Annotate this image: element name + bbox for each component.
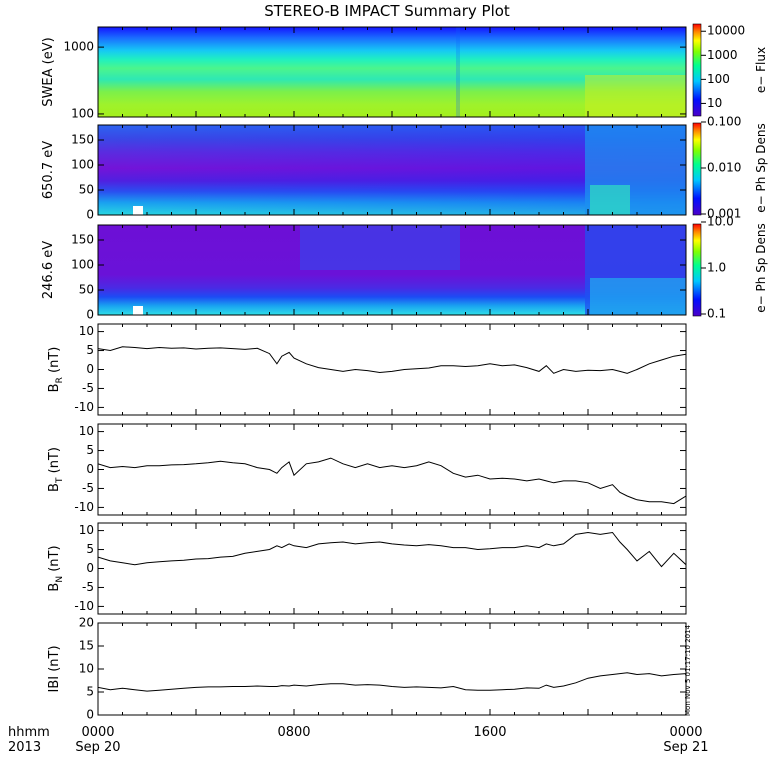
- ylabel-6: IBI (nT): [47, 645, 62, 692]
- ytick-label-3-2: 0: [86, 362, 94, 376]
- date-label-start: Sep 20: [75, 740, 120, 755]
- ytick-label-2-1: 100: [71, 258, 94, 272]
- cbar-label-0-2: 100: [707, 72, 730, 86]
- bn-frame: [97, 522, 687, 615]
- time-tick-label-3: 0000: [669, 725, 702, 740]
- ytick-label-6-0: 20: [79, 616, 94, 630]
- colorbar-246: [692, 223, 702, 317]
- date-label-end: Sep 21: [663, 740, 708, 755]
- generation-stamp: Mon Nov 5 01:17:10 2014: [684, 624, 692, 716]
- ytick-label-4-3: -5: [82, 481, 94, 495]
- ytick-label-4-4: -10: [74, 500, 94, 514]
- time-tick-label-1: 0800: [277, 725, 310, 740]
- time-tick-label-0: 0000: [81, 725, 114, 740]
- ytick-label-1-0: 150: [71, 133, 94, 147]
- pad650-green-patch: [590, 185, 630, 215]
- cbar-label-2-0: 10.0: [707, 215, 734, 229]
- time-tick-label-2: 1600: [473, 725, 506, 740]
- pad246-cyan-patch: [590, 278, 686, 315]
- cbar-label-2-2: 0.1: [707, 307, 726, 321]
- ytick-label-0-1: 100: [71, 106, 94, 120]
- pad246-panel: [97, 224, 687, 316]
- ytick-label-6-2: 10: [79, 662, 94, 676]
- pad650-gap: [133, 206, 143, 215]
- series-line-5: [98, 531, 686, 568]
- time-axis-unit: hhmm: [8, 725, 50, 740]
- ytick-label-3-3: -5: [82, 381, 94, 395]
- bt-frame: [97, 423, 687, 516]
- ytick-label-5-1: 5: [86, 542, 94, 556]
- ytick-label-6-4: 0: [86, 708, 94, 722]
- colorbar-flux: [692, 23, 702, 117]
- ytick-label-1-3: 0: [86, 208, 94, 222]
- cbar-label-1-0: 0.100: [707, 115, 741, 129]
- ylabel-5: BN (nT): [47, 545, 65, 591]
- ylabel-3: BR (nT): [47, 347, 65, 393]
- ytick-label-5-0: 10: [79, 523, 94, 537]
- ylabel-2: 246.6 eV: [41, 241, 56, 299]
- ytick-label-3-1: 5: [86, 343, 94, 357]
- bmag-frame: [97, 622, 687, 716]
- cbar-label-1-1: 0.010: [707, 161, 741, 175]
- swea-panel: [97, 26, 687, 118]
- series-line-3: [98, 346, 686, 374]
- ytick-label-2-2: 50: [79, 283, 94, 297]
- pad246-blue-region: [300, 225, 460, 270]
- ytick-label-0-0: 1000: [63, 40, 94, 54]
- ytick-label-4-2: 0: [86, 462, 94, 476]
- ytick-label-5-2: 0: [86, 561, 94, 575]
- ytick-label-2-0: 150: [71, 233, 94, 247]
- cbar-label-0-0: 10000: [707, 24, 745, 38]
- pad246-gap: [133, 306, 143, 315]
- cbar-title-1: e− Ph Sp Dens: [754, 123, 768, 212]
- swea-dark-stripe: [456, 27, 460, 117]
- ylabel-0: SWEA (eV): [41, 37, 56, 106]
- cbar-label-0-3: 10: [707, 96, 722, 110]
- cbar-label-1-2: 0.001: [707, 207, 741, 221]
- ytick-label-4-0: 10: [79, 424, 94, 438]
- series-line-4: [98, 457, 686, 505]
- cbar-title-0: e− Flux: [754, 47, 768, 93]
- cbar-label-0-1: 1000: [707, 48, 738, 62]
- series-line-6: [98, 672, 686, 692]
- ytick-label-2-3: 0: [86, 308, 94, 322]
- ylabel-4: BT (nT): [47, 447, 65, 492]
- ytick-label-5-3: -5: [82, 580, 94, 594]
- ylabel-1: 650.7 eV: [41, 141, 56, 199]
- colorbar-650: [692, 122, 702, 216]
- pad650-panel: [97, 124, 687, 216]
- ytick-label-1-2: 50: [79, 183, 94, 197]
- swea-bright-band: [585, 75, 686, 117]
- ytick-label-4-1: 5: [86, 443, 94, 457]
- cbar-title-2: e− Ph Sp Dens: [754, 223, 768, 312]
- ytick-label-3-0: 10: [79, 324, 94, 338]
- ytick-label-1-1: 100: [71, 158, 94, 172]
- time-axis-year: 2013: [8, 740, 41, 755]
- plot-title: STEREO-B IMPACT Summary Plot: [264, 2, 510, 20]
- ytick-label-6-3: 5: [86, 685, 94, 699]
- cbar-label-2-1: 1.0: [707, 261, 726, 275]
- br-frame: [97, 323, 687, 416]
- ytick-label-3-4: -10: [74, 400, 94, 414]
- ytick-label-6-1: 15: [79, 639, 94, 653]
- ytick-label-5-4: -10: [74, 599, 94, 613]
